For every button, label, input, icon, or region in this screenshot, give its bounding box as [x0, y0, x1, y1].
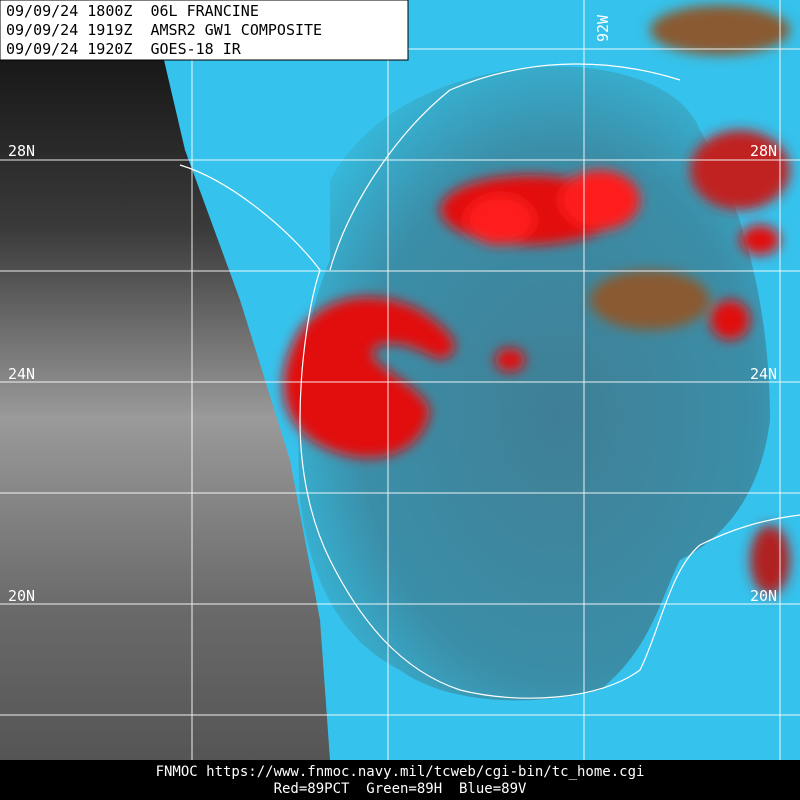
footer-line: Red=89PCT Green=89H Blue=89V [274, 781, 527, 797]
lat-label: 24N [750, 365, 777, 383]
footer-box [0, 760, 800, 800]
header-box [0, 0, 409, 61]
header-line: 09/09/24 1919Z AMSR2 GW1 COMPOSITE [6, 21, 322, 39]
footer-line: FNMOC https://www.fnmoc.navy.mil/tcweb/c… [156, 764, 645, 780]
header-line: 09/09/24 1800Z 06L FRANCINE [6, 2, 259, 20]
coastline [179, 63, 800, 699]
lat-label: 20N [8, 587, 35, 605]
lat-label: 28N [750, 142, 777, 160]
ir-imagery [0, 0, 330, 760]
header-line: 09/09/24 1920Z GOES-18 IR [6, 40, 242, 58]
lat-label: 24N [8, 365, 35, 383]
lat-label: 20N [750, 587, 777, 605]
gulf-water [298, 66, 770, 701]
lat-label: 28N [8, 142, 35, 160]
lon-label: 92W [594, 14, 612, 42]
